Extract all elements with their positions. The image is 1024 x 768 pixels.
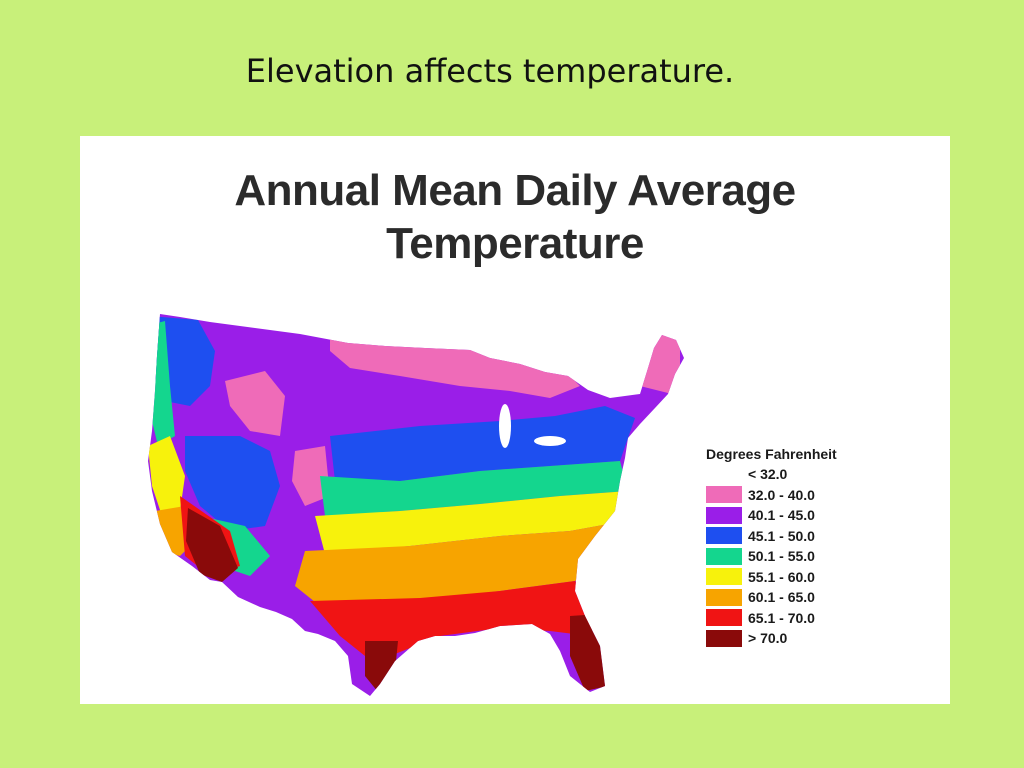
- legend-label: 45.1 - 50.0: [748, 527, 815, 544]
- slide-heading: Elevation affects temperature.: [245, 52, 735, 90]
- map-title-line1: Annual Mean Daily Average: [234, 166, 796, 215]
- legend: Degrees Fahrenheit < 32.0 32.0 - 40.0 40.1…: [706, 444, 837, 649]
- legend-rows: < 32.0 32.0 - 40.0 40.1 - 45.0 45.1 - 50.0 5…: [706, 464, 837, 649]
- legend-label: 32.0 - 40.0: [748, 486, 815, 503]
- legend-entry: 55.1 - 60.0: [706, 567, 837, 588]
- legend-swatch: [706, 547, 742, 565]
- legend-entry: 40.1 - 45.0: [706, 505, 837, 526]
- legend-swatch: [706, 486, 742, 504]
- lake-erie: [534, 436, 566, 446]
- legend-title: Degrees Fahrenheit: [706, 446, 837, 462]
- map-title: Annual Mean Daily Average Temperature: [80, 164, 950, 270]
- legend-entry: 32.0 - 40.0: [706, 485, 837, 506]
- legend-label: 65.1 - 70.0: [748, 609, 815, 626]
- legend-entry: 45.1 - 50.0: [706, 526, 837, 547]
- legend-label: < 32.0: [748, 466, 788, 483]
- legend-swatch: [706, 588, 742, 606]
- legend-label: 50.1 - 55.0: [748, 548, 815, 565]
- legend-entry: > 70.0: [706, 628, 837, 649]
- legend-swatch: [706, 527, 742, 545]
- legend-swatch: [706, 506, 742, 524]
- legend-swatch: [706, 568, 742, 586]
- legend-label: 40.1 - 45.0: [748, 507, 815, 524]
- legend-entry: < 32.0: [706, 464, 837, 485]
- legend-label: 60.1 - 65.0: [748, 589, 815, 606]
- legend-label: 55.1 - 60.0: [748, 568, 815, 585]
- legend-entry: 60.1 - 65.0: [706, 587, 837, 608]
- legend-swatch: [706, 465, 742, 483]
- legend-entry: 65.1 - 70.0: [706, 608, 837, 629]
- legend-entry: 50.1 - 55.0: [706, 546, 837, 567]
- map-title-line2: Temperature: [386, 219, 644, 268]
- legend-label: > 70.0: [748, 630, 788, 647]
- lake-michigan: [499, 404, 511, 448]
- map-panel: Annual Mean Daily Average Temperature: [80, 136, 950, 704]
- legend-swatch: [706, 629, 742, 647]
- us-temperature-map: [148, 314, 684, 696]
- legend-swatch: [706, 609, 742, 627]
